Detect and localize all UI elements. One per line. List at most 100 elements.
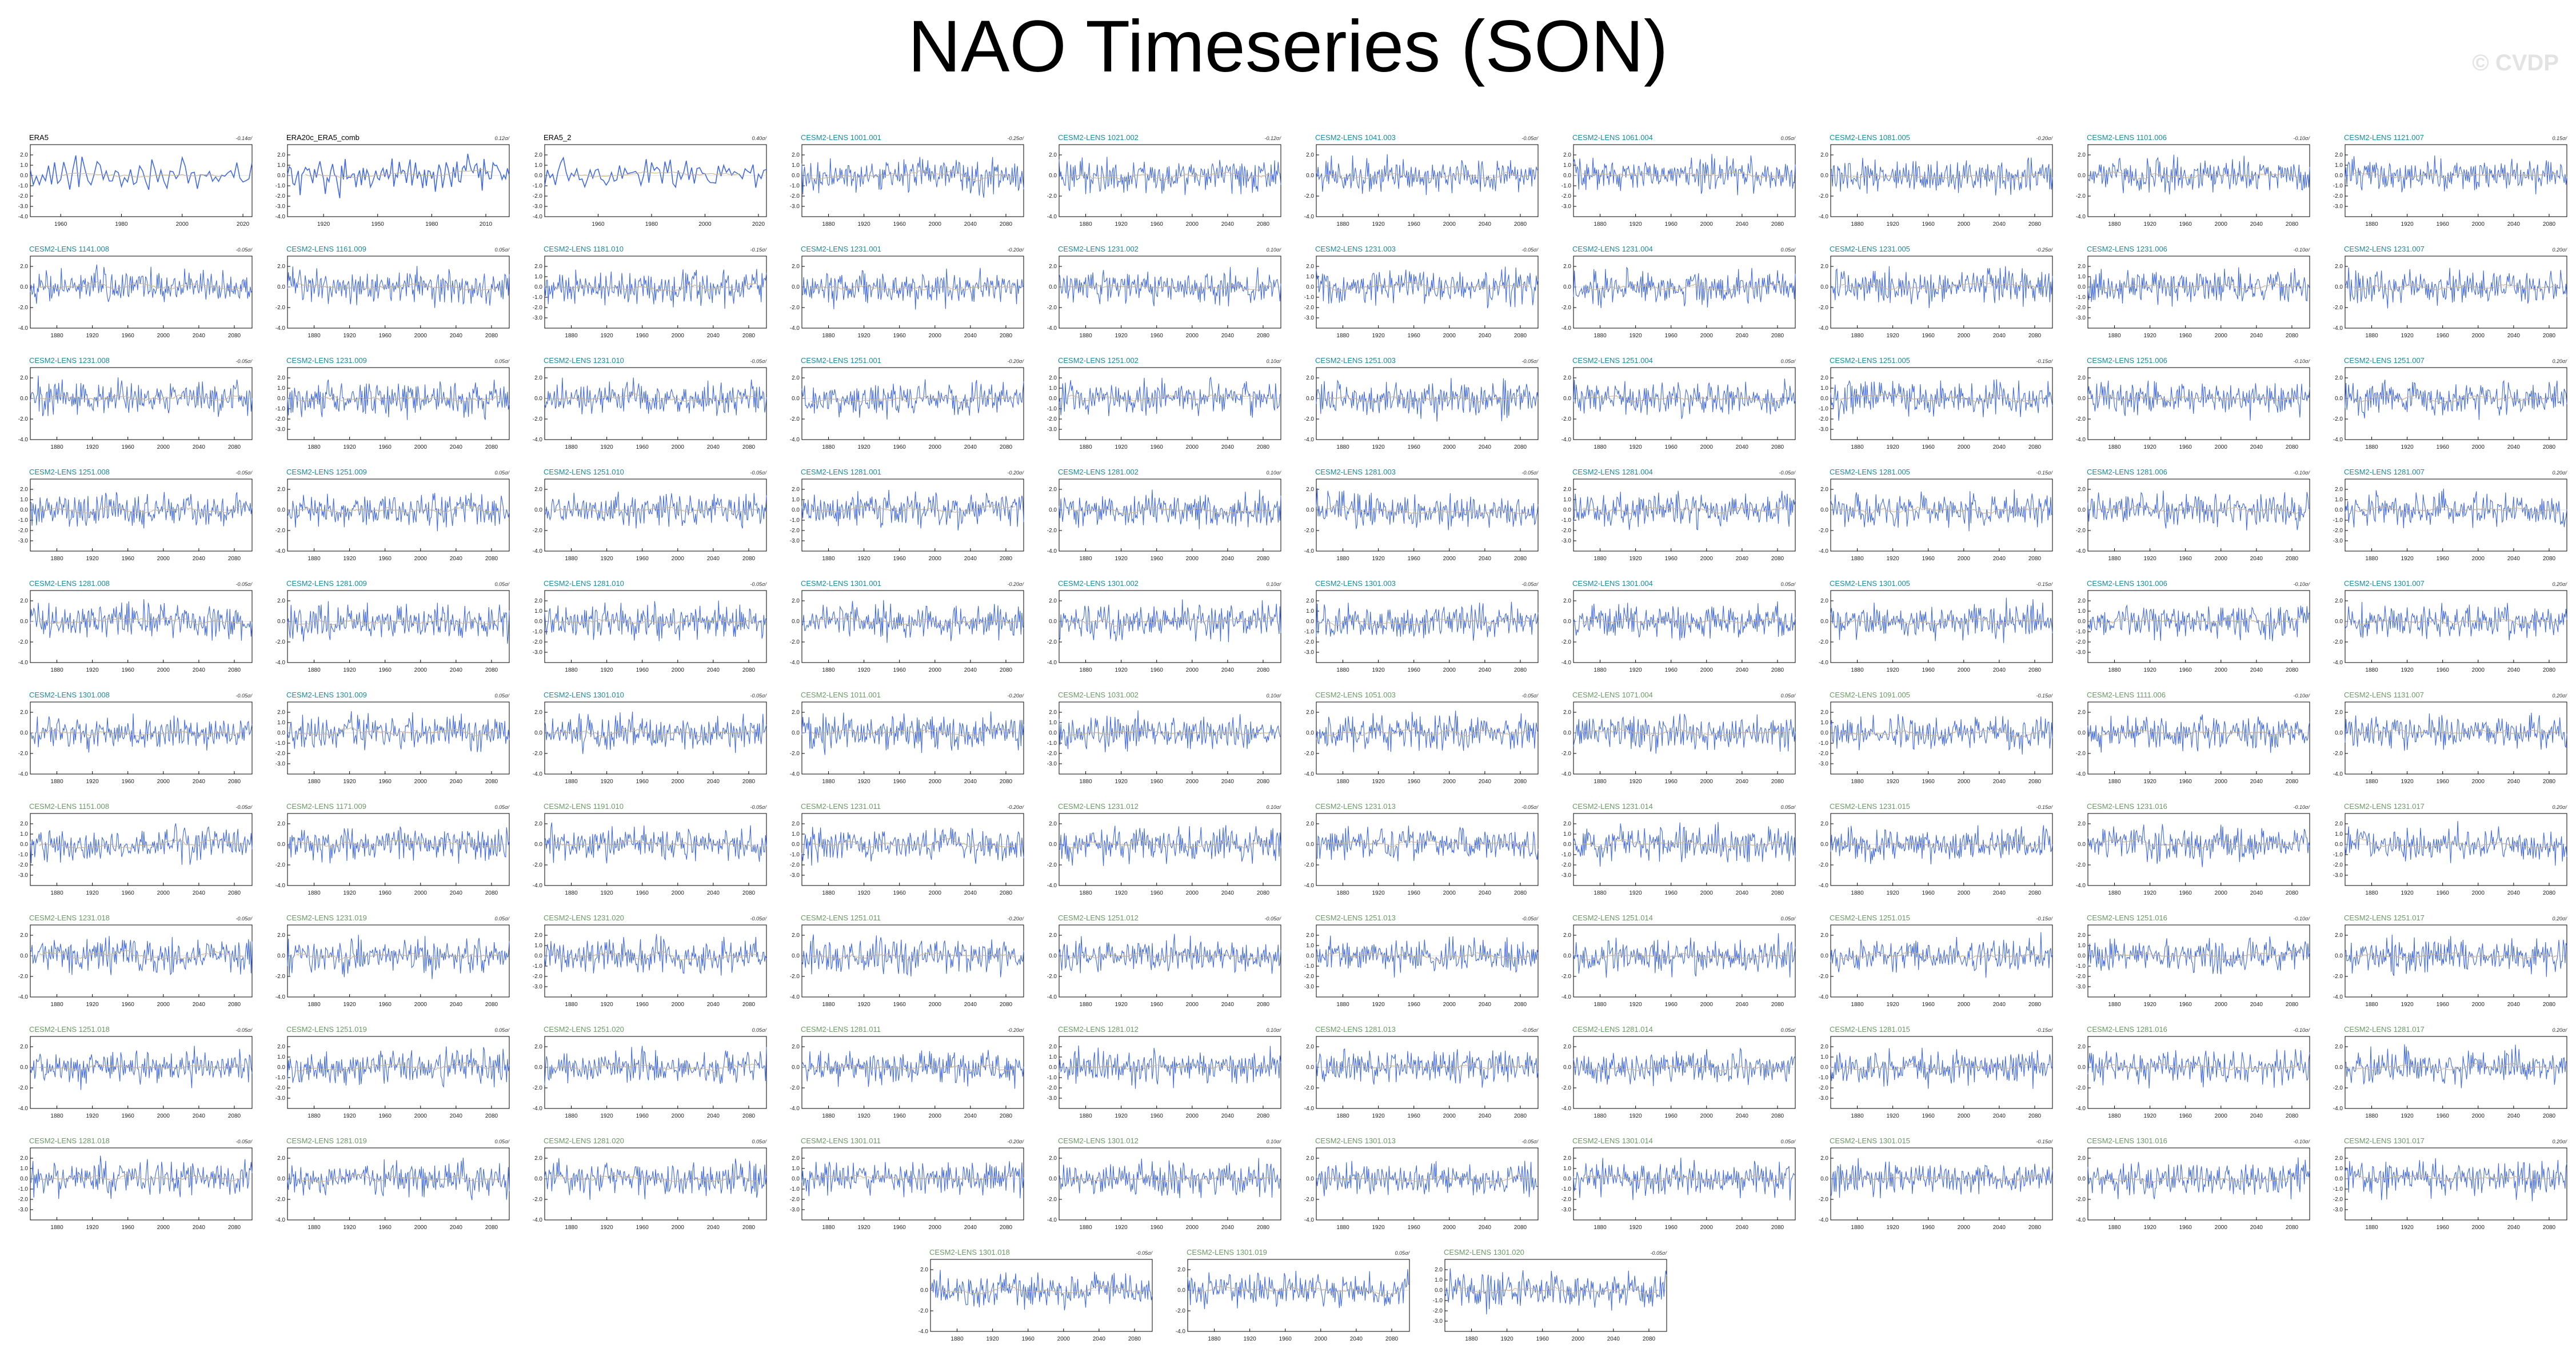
y-tick-label: -4.0	[533, 1217, 543, 1223]
x-tick-label: 2080	[742, 333, 756, 339]
y-tick-label: 0.0	[1049, 841, 1057, 848]
y-tick-label: -4.0	[790, 325, 800, 332]
nao-series-line	[1573, 1157, 1796, 1201]
panel-title: CESM2-LENS 1081.005	[1830, 133, 1910, 142]
x-tick-label: 1920	[2401, 221, 2414, 228]
running-mean-line	[2354, 838, 2558, 849]
panel-chart: CESM2-LENS 1251.015 -0.15σ/2.00.0-2.0-4.0…	[1819, 914, 2054, 1008]
y-tick-label: -4.0	[18, 437, 29, 443]
x-tick-label: 2040	[707, 1002, 720, 1008]
nao-series-line	[1059, 1158, 1281, 1198]
nao-series-line	[1573, 713, 1796, 754]
nao-series-line	[2345, 601, 2567, 641]
y-tick-label: 2.0	[20, 152, 28, 158]
x-tick-label: 2080	[2286, 1002, 2299, 1008]
nao-panel: CESM2-LENS 1301.003 -0.05σ/2.0 1.0 0.0 -1.0-…	[1291, 569, 1542, 677]
panel-trend-label: -0.05σ/	[750, 470, 768, 476]
plot-frame	[30, 367, 253, 440]
x-tick-label: 2000	[672, 556, 685, 562]
y-tick-label: -2.0	[18, 974, 29, 980]
y-tick-label: -4.0	[18, 994, 29, 1000]
y-tick-label: 2.0	[1563, 709, 1571, 716]
panel-trend-label: -0.25σ/	[2036, 247, 2054, 253]
nao-panel: CESM2-LENS 1231.003 -0.05σ/2.0 1.0 0.0 -1.0-…	[1291, 234, 1542, 343]
x-tick-label: 1920	[1501, 1336, 1514, 1342]
nao-series-line	[30, 823, 253, 865]
nao-series-line	[1059, 599, 1281, 643]
x-tick-label: 1880	[565, 667, 578, 673]
x-tick-label: 2040	[1221, 667, 1235, 673]
y-tick-label: -2.0	[1304, 751, 1315, 757]
x-tick-label: 2080	[228, 1225, 241, 1231]
y-tick-label: -2.0	[275, 862, 286, 868]
x-tick-label: 2000	[1572, 1336, 1585, 1342]
plot-frame	[287, 813, 510, 886]
x-tick-label: 1920	[344, 1113, 357, 1119]
panel-trend-label: -0.05σ/	[236, 916, 253, 922]
y-tick-label: -1.0	[275, 406, 286, 412]
x-tick-label: 2000	[1700, 1113, 1714, 1119]
y-tick-label: -4.0	[2333, 1106, 2343, 1112]
nao-panel: CESM2-LENS 1281.020 0.05σ/2.0 0.0 -2.0 -4.0 1…	[519, 1126, 770, 1235]
panel-title: CESM2-LENS 1251.015	[1830, 914, 1910, 922]
y-tick-label: 2.0	[1563, 932, 1571, 939]
panel-title: CESM2-LENS 1301.003	[1315, 579, 1396, 588]
x-tick-label: 1880	[565, 779, 578, 785]
y-tick-label: -2.0	[1561, 639, 1572, 645]
nao-series-line	[2087, 824, 2310, 867]
x-tick-label: 1920	[2401, 556, 2414, 562]
x-tick-label: 1880	[1336, 779, 1349, 785]
x-tick-label: 2000	[672, 444, 685, 450]
y-tick-label: 0.0	[2335, 396, 2343, 402]
nao-panel: ERA5_2 0.40σ/2.0 1.0 0.0 -1.0 -2.0 -3.0 -4.0 196…	[519, 123, 770, 232]
x-tick-label: 1920	[344, 333, 357, 339]
y-tick-label: -2.0	[2333, 751, 2343, 757]
x-tick-label: 2080	[2028, 444, 2042, 450]
nao-panel: CESM2-LENS 1301.019 0.05σ/2.0 0.0 -2.0 -4.0 1…	[1162, 1238, 1413, 1346]
nao-panel: CESM2-LENS 1251.001 -0.20σ/2.0 0.0 -2.0 -4.0…	[776, 346, 1028, 454]
running-mean-line	[810, 396, 1015, 405]
plot-frame	[801, 144, 1024, 217]
nao-series-line	[2087, 604, 2310, 641]
x-tick-label: 1880	[1593, 890, 1607, 896]
nao-panel: CESM2-LENS 1281.007 0.20σ/2.0 1.0 0.0 -1.0 -2…	[2319, 457, 2571, 566]
x-tick-label: 1920	[86, 1113, 99, 1119]
y-tick-label: -2.0	[1304, 862, 1315, 868]
x-tick-label: 2000	[672, 1002, 685, 1008]
running-mean-line	[1068, 952, 1272, 960]
x-tick-label: 1880	[1079, 1225, 1092, 1231]
panel-trend-label: 0.15σ/	[2553, 135, 2568, 141]
y-tick-label: 2.0	[1820, 1155, 1828, 1162]
panel-chart: CESM2-LENS 1231.014 0.05σ/2.01.00.0-1.0-2…	[1561, 802, 1796, 896]
panel-chart: CESM2-LENS 1301.017 0.20σ/2.01.00.0-1.0-2…	[2333, 1136, 2568, 1231]
panel-trend-label: 0.05σ/	[495, 693, 510, 699]
nao-panel: CESM2-LENS 1251.020 0.05σ/2.0 0.0 -2.0 -4.0 1…	[519, 1015, 770, 1123]
y-tick-label: 0.0	[1049, 953, 1057, 959]
x-tick-label: 1960	[1151, 556, 1164, 562]
y-tick-label: 0.0	[2078, 396, 2086, 402]
panel-trend-label: 0.05σ/	[1781, 1139, 1796, 1144]
y-tick-label: 2.0	[1049, 1155, 1057, 1162]
panel-title: CESM2-LENS 1061.004	[1572, 133, 1653, 142]
panel-trend-label: -0.05σ/	[750, 804, 768, 810]
plot-frame	[2087, 813, 2310, 886]
y-tick-label: 0.0	[2078, 841, 2086, 848]
nao-panel: CESM2-LENS 1231.004 0.05σ/2.0 0.0 -2.0 -4.0 1…	[1548, 234, 1799, 343]
y-tick-label: -4.0	[2333, 437, 2343, 443]
panel-trend-label: -0.05σ/	[236, 1027, 253, 1033]
panel-trend-label: -0.15σ/	[2036, 358, 2054, 364]
running-mean-line	[810, 616, 1015, 627]
nao-series-line	[544, 269, 767, 309]
y-tick-label: -1.0	[1047, 1075, 1057, 1081]
x-tick-label: 1880	[307, 333, 321, 339]
y-tick-label: -2.0	[275, 639, 286, 645]
x-tick-label: 1880	[2108, 1225, 2121, 1231]
x-tick-label: 1880	[822, 890, 835, 896]
x-tick-label: 1880	[1336, 667, 1349, 673]
x-tick-label: 2080	[1257, 1002, 1270, 1008]
y-tick-label: -4.0	[1047, 994, 1057, 1000]
x-tick-label: 1920	[2144, 221, 2157, 228]
y-tick-label: 2.0	[1563, 375, 1571, 381]
y-tick-label: -2.0	[1819, 974, 1829, 980]
x-tick-label: 2000	[2472, 333, 2485, 339]
